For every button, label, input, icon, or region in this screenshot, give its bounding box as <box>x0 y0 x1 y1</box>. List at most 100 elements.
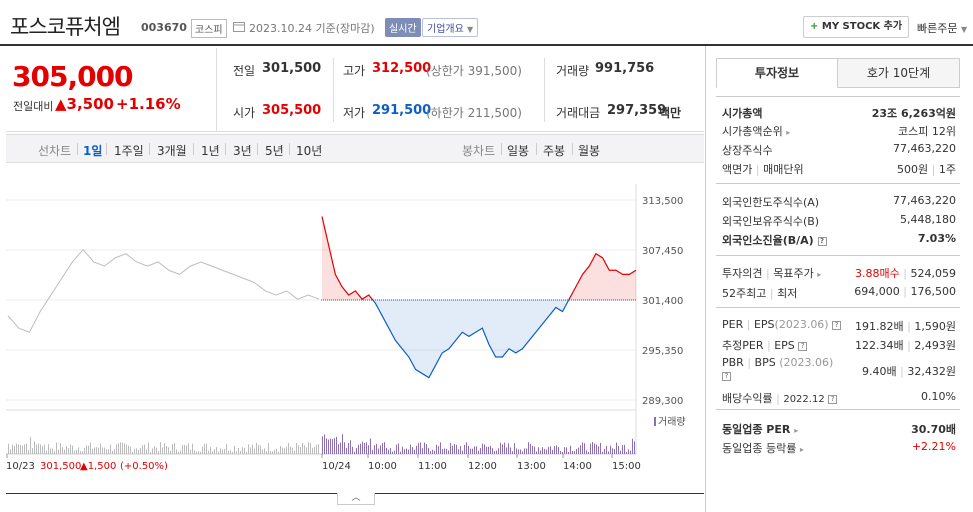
volume-bar <box>110 444 111 454</box>
bps-label: BPS <box>754 356 776 369</box>
volume-bar <box>542 447 543 454</box>
price-chart[interactable]: 313,500 307,450 301,400 295,350 289,300 거래량 10… <box>6 164 704 474</box>
volume-bar <box>428 447 429 454</box>
help-icon[interactable]: ? <box>722 371 731 381</box>
volume-bar <box>190 449 191 454</box>
volume-bar <box>510 447 511 454</box>
lower-limit: (하한가 211,500) <box>426 106 522 120</box>
volume-bar <box>502 444 503 454</box>
industry-change-row[interactable]: 동일업종 등락률 ▸ +2.21% <box>716 438 960 456</box>
chevron-right-icon: ▸ <box>799 445 804 454</box>
tab-1week[interactable]: 1주일 <box>114 144 144 158</box>
divider <box>572 143 573 155</box>
volume-bar <box>100 443 101 454</box>
tab-5year[interactable]: 5년 <box>265 144 284 158</box>
volume-bar <box>62 447 63 454</box>
volume-bar <box>412 447 413 454</box>
volume-bar <box>286 446 287 454</box>
divider <box>77 143 78 155</box>
help-icon[interactable]: ? <box>817 236 827 246</box>
open-value: 305,500 <box>262 103 322 118</box>
x-tick-label: 11:00 <box>418 461 447 472</box>
volume-bar <box>104 447 105 454</box>
volume-bar <box>364 442 365 454</box>
divider <box>544 58 545 122</box>
tab-invest-info[interactable]: 투자정보 <box>716 58 838 88</box>
volume-bar <box>546 449 547 454</box>
company-info-button[interactable]: 기업개요 ▼ <box>422 18 479 37</box>
volume-bar <box>528 442 529 454</box>
volume-bar <box>558 447 559 454</box>
industry-per-row[interactable]: 동일업종 PER ▸ 30.70배 <box>716 419 960 437</box>
w52-high-value: 694,000 <box>854 285 900 298</box>
volume-bar <box>210 447 211 454</box>
volume-bar <box>460 446 461 454</box>
volume-bar <box>514 443 515 454</box>
investment-info-panel: 투자정보 호가 10단계 시가총액 23조 6,263억원 시가총액순위 ▸ 코… <box>705 46 973 512</box>
tab-daily-candle[interactable]: 일봉 <box>507 144 530 158</box>
volume-bar <box>178 451 179 454</box>
volume-bar <box>84 447 85 454</box>
tab-1day[interactable]: 1일 <box>83 144 103 158</box>
prev-day-change: ▲1,500 <box>80 461 116 472</box>
volume-bar <box>150 451 151 454</box>
volume-bar <box>26 443 27 454</box>
quick-order-button[interactable]: 빠른주문 ▼ <box>917 20 967 36</box>
face-value: 500원 <box>897 163 929 176</box>
volume-bar <box>622 445 623 454</box>
volume-bar <box>582 442 583 454</box>
target-value: 524,059 <box>910 267 957 280</box>
volume-bar <box>352 446 353 454</box>
industry-per-label: 동일업종 PER <box>722 423 791 436</box>
volume-bar <box>424 442 425 454</box>
per-row: PER | EPS(2023.06) ? 191.82배 | 1,590원 <box>722 318 956 333</box>
volume-bar <box>116 444 117 454</box>
volume-bar <box>298 445 299 454</box>
volume-bar <box>464 444 465 454</box>
volume-bar <box>608 451 609 454</box>
help-icon[interactable]: ? <box>832 320 842 330</box>
volume-bar <box>628 449 629 454</box>
volume-bar <box>174 443 175 454</box>
help-icon[interactable]: ? <box>828 394 838 404</box>
volume-bar <box>500 442 501 454</box>
volume-bar <box>32 448 33 454</box>
volume-bar <box>316 444 317 454</box>
realtime-button[interactable]: 실시간 <box>385 18 421 37</box>
volume-bar <box>518 449 519 454</box>
tab-1year[interactable]: 1년 <box>201 144 220 158</box>
volume-bar <box>266 451 267 454</box>
volume-bar <box>10 449 11 454</box>
dividend-label: 배당수익률 <box>722 392 773 405</box>
volume-bar <box>222 449 223 454</box>
volume-bar <box>372 449 373 454</box>
my-stock-add-button[interactable]: + MY STOCK 추가 <box>803 16 910 38</box>
tab-3month[interactable]: 3개월 <box>157 144 187 158</box>
cap-rank-row[interactable]: 시가총액순위 ▸ 코스피 12위 <box>716 121 960 139</box>
collapse-button[interactable]: ︿ <box>337 493 375 505</box>
volume-bar <box>218 451 219 454</box>
volume-bar <box>356 448 357 454</box>
volume-bar <box>120 442 121 454</box>
volume-bar <box>406 448 407 454</box>
volume-bar <box>276 448 277 454</box>
tab-monthly-candle[interactable]: 월봉 <box>578 144 601 158</box>
tab-weekly-candle[interactable]: 주봉 <box>543 144 566 158</box>
volume-bar <box>98 447 99 454</box>
tab-10year[interactable]: 10년 <box>296 144 323 158</box>
volume-bar <box>452 445 453 454</box>
up-arrow-icon: ▲ <box>55 95 67 113</box>
help-icon[interactable]: ? <box>798 341 808 351</box>
volume-bar <box>170 450 171 454</box>
chevron-down-icon: ▼ <box>467 25 474 34</box>
candle-chart-label: 봉차트 <box>462 144 496 158</box>
volume-bar <box>588 451 589 454</box>
volume-bar <box>280 445 281 454</box>
chevron-right-icon[interactable]: ▸ <box>817 270 822 279</box>
volume-bar <box>106 449 107 454</box>
divider <box>289 143 290 155</box>
tab-3year[interactable]: 3년 <box>233 144 252 158</box>
tab-orderbook[interactable]: 호가 10단계 <box>838 58 960 88</box>
volume-bar <box>486 446 487 454</box>
shares-row: 상장주식수 77,463,220 <box>716 140 960 158</box>
